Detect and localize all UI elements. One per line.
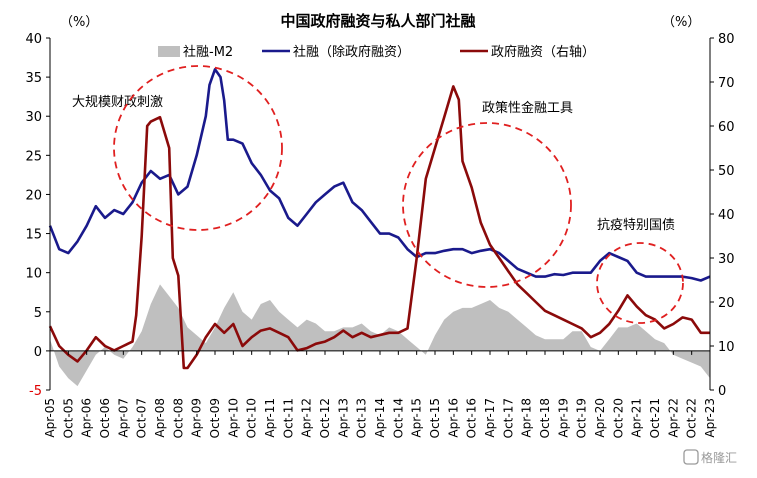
annotation-policy-finance-tools: 政策性金融工具 — [482, 100, 573, 116]
x-tick-label: Oct-11 — [281, 398, 295, 438]
left-tick-label: -5 — [29, 384, 42, 399]
x-tick-label: Oct-15 — [428, 398, 442, 438]
right-tick-label: 20 — [718, 296, 735, 311]
x-tick-label: Apr-19 — [556, 398, 570, 438]
right-tick-label: 10 — [718, 340, 735, 355]
x-tick-label: Oct-18 — [538, 398, 552, 438]
x-tick-label: Oct-08 — [171, 398, 185, 438]
x-tick-label: Oct-22 — [685, 398, 699, 438]
right-tick-label: 60 — [718, 120, 735, 135]
annotation-fiscal-stimulus: 大规模财政刺激 — [72, 95, 163, 110]
left-tick-label: 35 — [25, 71, 42, 86]
x-tick-label: Apr-22 — [666, 398, 680, 438]
highlight-circle-special-bonds — [596, 242, 684, 324]
axes: 4035302520151050-580706050403020100Apr-0… — [25, 32, 734, 438]
x-tick-label: Apr-10 — [226, 398, 240, 438]
legend-label-area: 社融-M2 — [183, 44, 233, 60]
left-tick-label: 40 — [25, 32, 42, 47]
x-tick-label: Apr-17 — [483, 398, 497, 438]
right-tick-label: 30 — [718, 252, 735, 267]
right-tick-label: 80 — [718, 32, 735, 47]
x-tick-label: Apr-09 — [190, 398, 204, 438]
x-tick-label: Apr-14 — [373, 398, 387, 438]
x-tick-label: Apr-13 — [336, 398, 350, 438]
right-axis-unit: （%） — [662, 15, 700, 30]
x-tick-label: Oct-06 — [98, 398, 112, 438]
annotation-special-bonds: 抗疫特别国债 — [597, 217, 675, 233]
legend-swatch-area — [158, 46, 180, 57]
x-tick-label: Oct-16 — [465, 398, 479, 438]
x-tick-label: Oct-09 — [208, 398, 222, 438]
x-tick-label: Apr-05 — [43, 398, 57, 438]
plot-area — [48, 68, 711, 387]
right-tick-label: 70 — [718, 76, 735, 91]
x-tick-label: Apr-15 — [410, 398, 424, 438]
x-tick-label: Apr-07 — [116, 398, 130, 438]
x-tick-label: Apr-16 — [446, 398, 460, 438]
right-tick-label: 50 — [718, 164, 735, 179]
x-tick-label: Oct-13 — [355, 398, 369, 438]
x-tick-label: Oct-10 — [245, 398, 259, 438]
left-tick-label: 10 — [25, 267, 42, 282]
x-tick-label: Oct-07 — [135, 398, 149, 438]
series-line-government-financing — [48, 85, 710, 370]
x-tick-label: Apr-06 — [80, 398, 94, 438]
left-tick-label: 5 — [34, 306, 42, 321]
legend-label-blue: 社融（除政府融资） — [293, 44, 410, 60]
watermark: 格隆汇 — [683, 449, 737, 465]
highlight-circle-fiscal-stimulus — [113, 65, 283, 231]
x-tick-label: Apr-18 — [520, 398, 534, 438]
watermark-text: 格隆汇 — [701, 450, 737, 465]
watermark-logo-icon — [683, 449, 699, 465]
x-tick-label: Apr-12 — [300, 398, 314, 438]
x-tick-label: Apr-23 — [703, 398, 717, 438]
x-tick-label: Oct-14 — [391, 398, 405, 438]
left-tick-label: 30 — [25, 110, 42, 125]
left-axis-unit: （%） — [60, 15, 98, 30]
highlight-circle-policy-finance-tools — [402, 122, 572, 288]
x-tick-label: Oct-20 — [611, 398, 625, 438]
legend: 社融-M2 社融（除政府融资） 政府融资（右轴） — [158, 44, 595, 60]
legend-label-red: 政府融资（右轴） — [491, 45, 595, 60]
x-tick-label: Oct-21 — [648, 398, 662, 438]
x-tick-label: Oct-12 — [318, 398, 332, 438]
x-tick-label: Apr-20 — [593, 398, 607, 438]
chart-title: 中国政府融资与私人部门社融 — [280, 12, 475, 30]
left-tick-label: 0 — [34, 345, 42, 360]
left-tick-label: 20 — [25, 188, 42, 203]
left-tick-label: 25 — [25, 149, 42, 164]
x-tick-label: Oct-19 — [575, 398, 589, 438]
x-tick-label: Apr-21 — [630, 398, 644, 438]
right-tick-label: 40 — [718, 208, 735, 223]
left-tick-label: 15 — [25, 228, 42, 243]
right-tick-label: 0 — [718, 384, 726, 399]
x-tick-label: Oct-05 — [61, 398, 75, 438]
x-tick-label: Oct-17 — [501, 398, 515, 438]
series-line-social-financing-ex-gov — [48, 68, 711, 282]
x-tick-label: Apr-08 — [153, 398, 167, 438]
x-tick-label: Apr-11 — [263, 398, 277, 438]
